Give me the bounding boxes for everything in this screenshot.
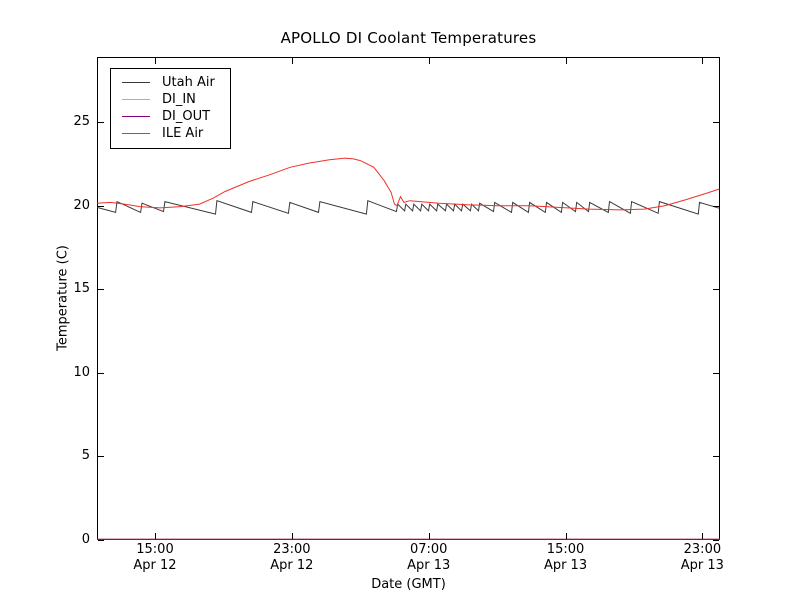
y-tick-label: 15 bbox=[73, 281, 90, 297]
y-axis-label: Temperature (C) bbox=[55, 245, 71, 351]
y-tick-label: 5 bbox=[81, 448, 90, 464]
series-line-ile-air bbox=[96, 157, 720, 211]
x-tick-label: 23:00 Apr 13 bbox=[680, 542, 724, 573]
y-tick-label: 20 bbox=[73, 197, 90, 213]
y-tick-label: 25 bbox=[73, 114, 90, 130]
legend-label: DI_IN bbox=[162, 92, 196, 107]
legend-item-ile-air: ILE Air bbox=[122, 125, 215, 142]
legend-line-sample bbox=[122, 82, 150, 83]
legend-line-sample bbox=[122, 99, 150, 100]
legend-label: ILE Air bbox=[162, 126, 204, 141]
plot-area bbox=[96, 57, 720, 541]
x-tick-label: 15:00 Apr 12 bbox=[133, 542, 177, 573]
plot-title: APOLLO DI Coolant Temperatures bbox=[280, 29, 537, 47]
x-tick-label: 23:00 Apr 12 bbox=[270, 542, 314, 573]
series-line-utah-air bbox=[96, 200, 720, 215]
x-tick-label: 15:00 Apr 13 bbox=[543, 542, 588, 573]
x-axis-label: Date (GMT) bbox=[371, 577, 446, 592]
legend-line-sample bbox=[122, 133, 150, 134]
legend: Utah Air DI_IN DI_OUT ILE Air bbox=[110, 68, 231, 149]
legend-label: Utah Air bbox=[162, 75, 215, 90]
legend-item-utah-air: Utah Air bbox=[122, 74, 215, 91]
legend-line-sample bbox=[122, 116, 150, 117]
y-tick-label: 10 bbox=[73, 364, 90, 380]
x-tick-label: 07:00 Apr 13 bbox=[407, 542, 451, 573]
legend-item-di-out: DI_OUT bbox=[122, 108, 215, 125]
legend-item-di-in: DI_IN bbox=[122, 91, 215, 108]
y-tick-label: 0 bbox=[81, 532, 90, 547]
legend-label: DI_OUT bbox=[162, 109, 211, 124]
